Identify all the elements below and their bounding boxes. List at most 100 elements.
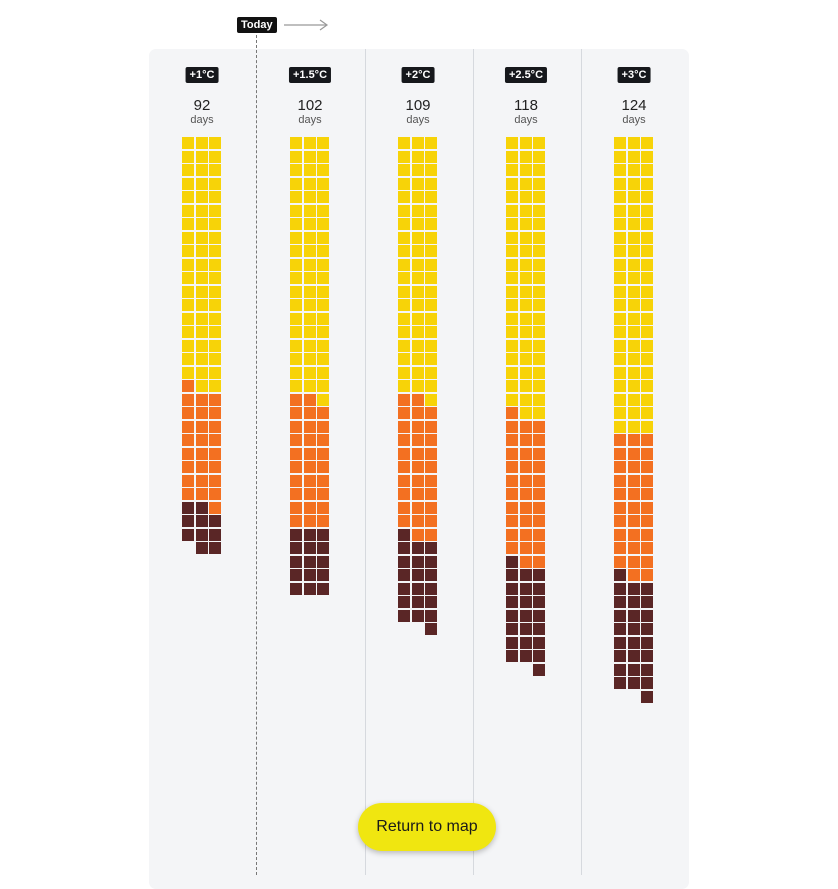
waffle-cell-yellow: [641, 285, 653, 298]
waffle-cell-yellow: [317, 177, 329, 190]
waffle-cell-orange: [519, 447, 532, 460]
waffle-cell-yellow: [398, 177, 410, 190]
waffle-cell-yellow: [303, 164, 316, 176]
waffle-cell-yellow: [209, 380, 221, 392]
waffle-cell-orange: [533, 542, 545, 554]
waffle-cell-orange: [425, 515, 437, 527]
waffle-cell-dark: [425, 596, 437, 608]
waffle-cell-orange: [627, 461, 640, 473]
scenario-label: +1.5°C: [288, 67, 332, 83]
waffle-cell-dark: [533, 636, 545, 649]
waffle-cell-orange: [303, 393, 316, 406]
waffle-cell-yellow: [303, 137, 316, 149]
waffle-cell-yellow: [506, 245, 518, 257]
waffle-cell-yellow: [411, 191, 424, 203]
waffle-cell-yellow: [533, 204, 545, 217]
waffle-cell-yellow: [290, 231, 302, 244]
waffle-cell-yellow: [209, 204, 221, 217]
waffle-cell-orange: [182, 393, 194, 406]
waffle-cell-yellow: [317, 272, 329, 284]
waffle-cell-yellow: [641, 204, 653, 217]
waffle-cell-dark: [506, 636, 518, 649]
waffle-cell-orange: [182, 407, 194, 419]
waffle-cell-yellow: [614, 272, 626, 284]
waffle-cell-dark: [182, 528, 194, 541]
waffle-cell-dark: [614, 623, 626, 635]
waffle-cell-orange: [614, 461, 626, 473]
waffle-cell-orange: [614, 488, 626, 500]
waffle-cell-orange: [195, 407, 208, 419]
waffle-cell-dark: [209, 515, 221, 527]
waffle-cell-yellow: [627, 204, 640, 217]
waffle-cell-orange: [209, 407, 221, 419]
waffle-cell-yellow: [533, 258, 545, 271]
waffle-cell-orange: [209, 488, 221, 500]
waffle-cell-orange: [533, 528, 545, 541]
waffle-cell-dark: [398, 609, 410, 622]
waffle-cell-orange: [290, 393, 302, 406]
waffle-cell-yellow: [519, 366, 532, 379]
waffle-cell-dark: [398, 596, 410, 608]
waffle-cell-dark: [627, 596, 640, 608]
waffle-cell-yellow: [519, 393, 532, 406]
waffle-cell-orange: [303, 447, 316, 460]
waffle-cell-yellow: [209, 191, 221, 203]
waffle-cell-yellow: [303, 312, 316, 325]
waffle-cell-orange: [411, 420, 424, 433]
waffle-cell-orange: [317, 501, 329, 514]
waffle-cell-yellow: [641, 326, 653, 338]
waffle-cell-yellow: [195, 299, 208, 311]
waffle-cell-dark: [519, 636, 532, 649]
waffle-cell-yellow: [290, 285, 302, 298]
waffle-cell-yellow: [533, 366, 545, 379]
waffle-cell-dark: [425, 623, 437, 635]
waffle-cell-yellow: [195, 258, 208, 271]
waffle-cell-yellow: [506, 353, 518, 365]
waffle-cell-yellow: [519, 245, 532, 257]
return-to-map-button[interactable]: Return to map: [358, 803, 496, 851]
waffle-cell-orange: [425, 528, 437, 541]
waffle-cell-yellow: [303, 353, 316, 365]
day-count: 102: [297, 97, 323, 114]
waffle-cell-dark: [411, 582, 424, 595]
waffle-cell-dark: [195, 501, 208, 514]
waffle-cell-yellow: [627, 353, 640, 365]
waffle-cell-yellow: [506, 312, 518, 325]
waffle-cell-dark: [411, 569, 424, 581]
waffle-cell-yellow: [317, 326, 329, 338]
waffle-cell-orange: [506, 434, 518, 446]
waffle-cell-orange: [290, 447, 302, 460]
waffle-cell-orange: [182, 380, 194, 392]
waffle-cell-orange: [533, 447, 545, 460]
waffle-cell-yellow: [411, 366, 424, 379]
waffle-cell-yellow: [317, 299, 329, 311]
waffle-cell-yellow: [425, 299, 437, 311]
waffle-cell-yellow: [641, 137, 653, 149]
waffle-cell-dark: [519, 569, 532, 581]
waffle-cell-yellow: [182, 218, 194, 230]
waffle-cell-yellow: [182, 231, 194, 244]
waffle-cell-yellow: [303, 380, 316, 392]
waffle-cell-yellow: [506, 204, 518, 217]
waffle-cell-yellow: [317, 258, 329, 271]
waffle-cell-dark: [519, 582, 532, 595]
waffle-cell-yellow: [290, 339, 302, 352]
waffle-cell-orange: [506, 407, 518, 419]
waffle-cell-orange: [398, 407, 410, 419]
waffle-cell-orange: [195, 393, 208, 406]
waffle-cell-orange: [398, 420, 410, 433]
waffle-cell-yellow: [317, 312, 329, 325]
waffle-cell-yellow: [614, 353, 626, 365]
waffle-cell-orange: [303, 407, 316, 419]
waffle-cell-yellow: [614, 258, 626, 271]
waffle-cell-orange: [614, 434, 626, 446]
waffle-cell-orange: [519, 488, 532, 500]
waffle-cell-dark: [614, 636, 626, 649]
waffle-cell-yellow: [506, 258, 518, 271]
waffle-cell-yellow: [398, 191, 410, 203]
waffle-cell-orange: [506, 528, 518, 541]
waffle-cell-yellow: [506, 393, 518, 406]
waffle-cell-yellow: [303, 339, 316, 352]
waffle-cell-yellow: [641, 393, 653, 406]
waffle-cell-yellow: [627, 366, 640, 379]
